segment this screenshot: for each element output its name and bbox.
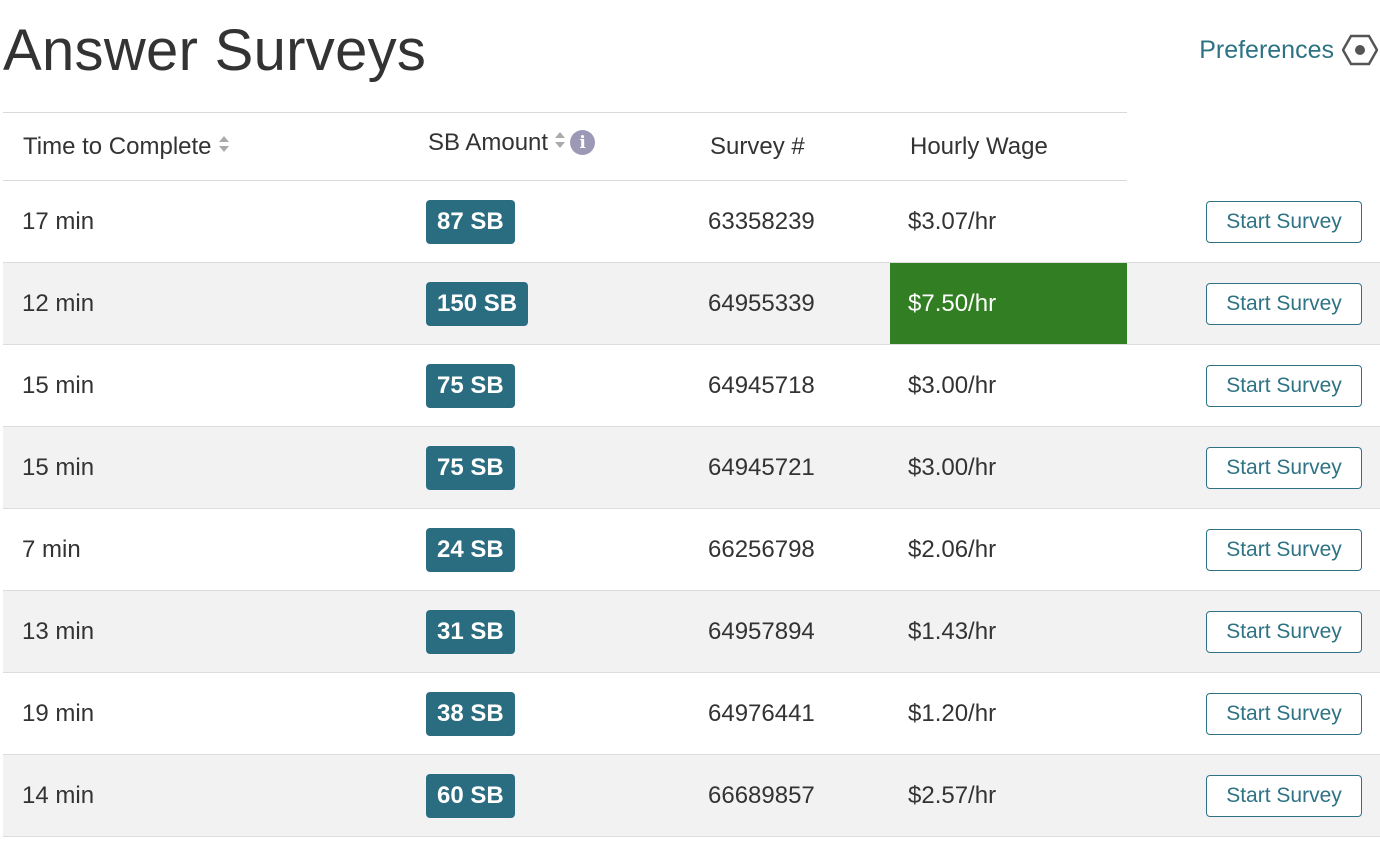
start-survey-cell: Start Survey bbox=[1206, 181, 1362, 262]
hourly-wage: $7.50/hr bbox=[890, 263, 1127, 344]
sort-icon[interactable] bbox=[218, 133, 230, 161]
start-survey-button[interactable]: Start Survey bbox=[1206, 774, 1362, 817]
sb-amount-badge: 24 SB bbox=[426, 527, 515, 572]
column-header-time-label: Time to Complete bbox=[23, 132, 212, 160]
survey-number: 64945721 bbox=[708, 453, 815, 481]
start-survey-cell: Start Survey bbox=[1206, 591, 1362, 672]
table-row: 19 min 38 SB 64976441 $1.20/hr Start Sur… bbox=[3, 673, 1380, 755]
survey-number: 64955339 bbox=[708, 289, 815, 317]
table-row: 7 min 24 SB 66256798 $2.06/hr Start Surv… bbox=[3, 509, 1380, 591]
start-survey-cell: Start Survey bbox=[1206, 673, 1362, 754]
start-survey-cell: Start Survey bbox=[1206, 755, 1362, 836]
hourly-wage: $2.06/hr bbox=[908, 535, 997, 563]
sb-amount-badge: 60 SB bbox=[426, 773, 515, 818]
survey-number: 66689857 bbox=[708, 781, 815, 809]
start-survey-button[interactable]: Start Survey bbox=[1206, 610, 1362, 653]
survey-number: 66256798 bbox=[708, 535, 815, 563]
start-survey-cell: Start Survey bbox=[1206, 427, 1362, 508]
sb-amount-cell: 75 SB bbox=[426, 345, 515, 426]
sb-amount-badge: 75 SB bbox=[426, 363, 515, 408]
survey-number: 64957894 bbox=[708, 617, 815, 645]
page-title: Answer Surveys bbox=[3, 18, 427, 83]
survey-list: 17 min 87 SB 63358239 $3.07/hr Start Sur… bbox=[3, 181, 1380, 837]
time-to-complete: 13 min bbox=[22, 617, 95, 645]
hourly-wage: $1.43/hr bbox=[908, 617, 997, 645]
sb-amount-badge: 87 SB bbox=[426, 199, 515, 244]
start-survey-button[interactable]: Start Survey bbox=[1206, 528, 1362, 571]
start-survey-button[interactable]: Start Survey bbox=[1206, 282, 1362, 325]
column-header-sb-amount[interactable]: SB Amount i bbox=[428, 109, 596, 176]
time-to-complete: 15 min bbox=[22, 371, 95, 399]
sb-amount-cell: 38 SB bbox=[426, 673, 515, 754]
time-to-complete: 19 min bbox=[22, 699, 95, 727]
sb-amount-badge: 38 SB bbox=[426, 691, 515, 736]
time-to-complete: 15 min bbox=[22, 453, 95, 481]
hourly-wage: $3.07/hr bbox=[908, 207, 997, 235]
sort-icon[interactable] bbox=[554, 129, 566, 157]
time-to-complete: 7 min bbox=[22, 535, 81, 563]
hourly-wage: $3.00/hr bbox=[908, 371, 997, 399]
start-survey-button[interactable]: Start Survey bbox=[1206, 364, 1362, 407]
survey-number: 64945718 bbox=[708, 371, 815, 399]
sb-amount-cell: 31 SB bbox=[426, 591, 515, 672]
sb-amount-cell: 150 SB bbox=[426, 263, 529, 344]
start-survey-button[interactable]: Start Survey bbox=[1206, 692, 1362, 735]
survey-number: 63358239 bbox=[708, 207, 815, 235]
start-survey-cell: Start Survey bbox=[1206, 509, 1362, 590]
hourly-wage: $3.00/hr bbox=[908, 453, 997, 481]
column-header-sb-amount-label: SB Amount bbox=[428, 128, 549, 156]
hourly-wage: $2.57/hr bbox=[908, 781, 997, 809]
start-survey-cell: Start Survey bbox=[1206, 345, 1362, 426]
table-row: 14 min 60 SB 66689857 $2.57/hr Start Sur… bbox=[3, 755, 1380, 837]
column-header-time[interactable]: Time to Complete bbox=[23, 113, 230, 180]
hourly-wage: $1.20/hr bbox=[908, 699, 997, 727]
sb-amount-cell: 24 SB bbox=[426, 509, 515, 590]
start-survey-button[interactable]: Start Survey bbox=[1206, 446, 1362, 489]
table-row: 13 min 31 SB 64957894 $1.43/hr Start Sur… bbox=[3, 591, 1380, 673]
sb-amount-cell: 75 SB bbox=[426, 427, 515, 508]
table-row: 12 min 150 SB 64955339 $7.50/hr Start Su… bbox=[3, 263, 1380, 345]
sb-amount-cell: 87 SB bbox=[426, 181, 515, 262]
sb-amount-badge: 31 SB bbox=[426, 609, 515, 654]
sb-amount-badge: 150 SB bbox=[426, 281, 529, 326]
table-row: 17 min 87 SB 63358239 $3.07/hr Start Sur… bbox=[3, 181, 1380, 263]
sb-amount-cell: 60 SB bbox=[426, 755, 515, 836]
time-to-complete: 14 min bbox=[22, 781, 95, 809]
survey-number: 64976441 bbox=[708, 699, 815, 727]
start-survey-button[interactable]: Start Survey bbox=[1206, 200, 1362, 243]
table-header: Time to Complete SB Amount i Survey # Ho… bbox=[3, 112, 1127, 181]
time-to-complete: 12 min bbox=[22, 289, 95, 317]
column-header-survey-number: Survey # bbox=[710, 132, 805, 160]
start-survey-cell: Start Survey bbox=[1206, 263, 1362, 344]
sb-amount-badge: 75 SB bbox=[426, 445, 515, 490]
info-icon[interactable]: i bbox=[570, 130, 596, 155]
table-row: 15 min 75 SB 64945718 $3.00/hr Start Sur… bbox=[3, 345, 1380, 427]
preferences-link[interactable]: Preferences bbox=[1199, 32, 1378, 68]
column-header-hourly-wage: Hourly Wage bbox=[910, 132, 1048, 160]
table-row: 15 min 75 SB 64945721 $3.00/hr Start Sur… bbox=[3, 427, 1380, 509]
time-to-complete: 17 min bbox=[22, 207, 95, 235]
hexagon-gear-icon bbox=[1342, 34, 1378, 66]
preferences-label: Preferences bbox=[1199, 36, 1334, 64]
